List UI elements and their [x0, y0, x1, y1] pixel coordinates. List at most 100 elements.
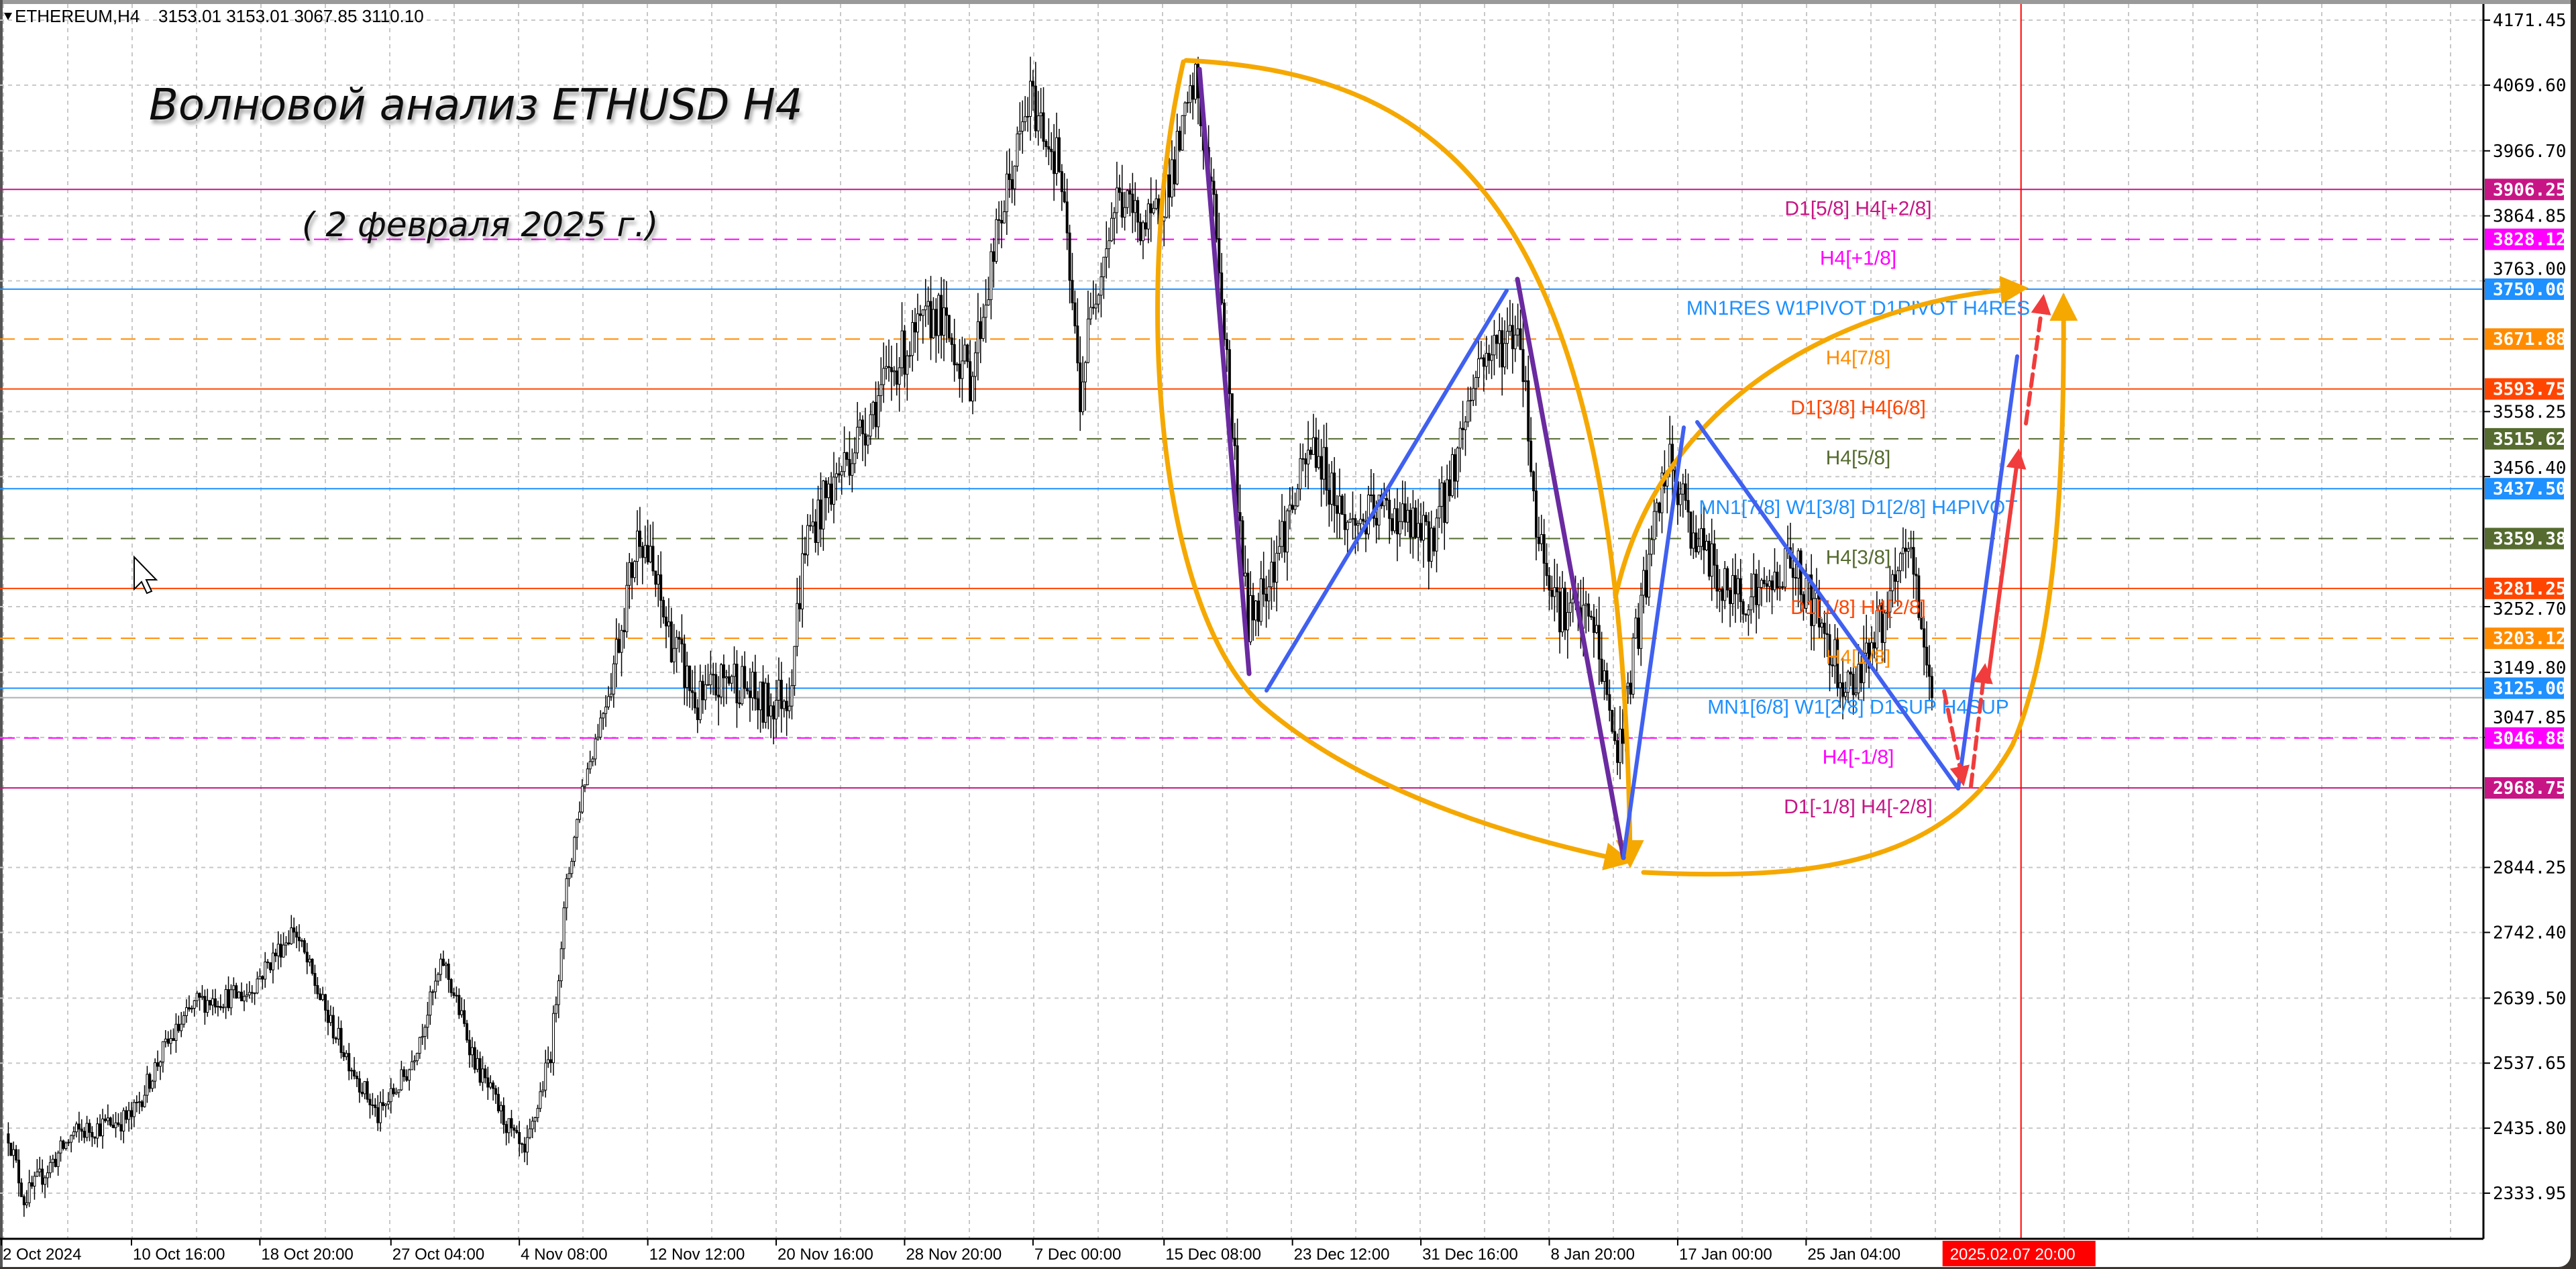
candle — [292, 917, 296, 944]
candle-body — [900, 330, 904, 368]
candle-body — [1828, 634, 1831, 666]
candle — [1398, 502, 1401, 547]
price-tick-label: 3558.25 — [2493, 402, 2567, 422]
candle-body — [1490, 354, 1493, 361]
candle-body — [1479, 357, 1483, 360]
candle — [1466, 387, 1470, 427]
candle-body — [1891, 574, 1894, 591]
candle — [1181, 115, 1184, 151]
candle — [1228, 340, 1231, 418]
candle-body — [1068, 232, 1071, 281]
candle-body — [1513, 334, 1517, 350]
candle — [664, 606, 667, 648]
candle — [885, 346, 888, 380]
candle — [576, 818, 579, 850]
price-tick-label: 3864.85 — [2493, 207, 2567, 227]
candle-body — [1684, 483, 1687, 501]
candle — [1084, 360, 1087, 411]
candle-body — [953, 344, 956, 366]
triangle-down-icon[interactable] — [4, 13, 12, 20]
candle-body — [1865, 642, 1868, 654]
candle — [140, 1099, 144, 1111]
candle — [484, 1064, 487, 1084]
candle-body — [447, 963, 450, 980]
candle — [17, 1149, 21, 1197]
candle-body — [551, 1013, 555, 1064]
candle-body — [353, 1070, 356, 1077]
price-tick-label: 3966.70 — [2493, 142, 2567, 162]
candle-body — [1556, 587, 1559, 593]
candle — [1590, 610, 1593, 621]
candle-body — [347, 1053, 351, 1072]
candle — [119, 1112, 123, 1141]
candle-body — [366, 1081, 369, 1100]
candle-body — [298, 937, 301, 942]
candle-body — [308, 958, 311, 963]
candle — [1126, 189, 1129, 214]
candle — [1252, 582, 1255, 641]
candle — [1256, 593, 1260, 637]
candle — [686, 652, 689, 707]
candle-body — [185, 1007, 189, 1016]
candle — [989, 243, 993, 319]
candle — [1134, 182, 1137, 232]
candle-body — [1401, 503, 1404, 522]
candle-body — [1005, 173, 1008, 213]
candle — [54, 1152, 57, 1168]
candle — [717, 676, 720, 725]
candle-body — [984, 305, 987, 318]
candle-body — [973, 352, 977, 377]
candle — [523, 1137, 526, 1162]
candle-body — [782, 701, 786, 709]
candle — [1613, 707, 1617, 745]
candle — [1611, 709, 1614, 734]
candle-body — [1524, 380, 1527, 383]
candle — [1647, 528, 1650, 607]
candle — [1448, 460, 1452, 502]
candle — [1168, 158, 1171, 219]
candle — [562, 901, 566, 960]
candle-body — [1016, 134, 1019, 167]
candle — [400, 1060, 403, 1091]
candle-body — [767, 682, 770, 717]
candle — [1684, 468, 1687, 510]
candle — [1152, 201, 1155, 215]
candle-body — [586, 768, 589, 785]
price-axis[interactable] — [2483, 4, 2571, 1239]
candle — [1141, 220, 1144, 260]
candle — [1755, 569, 1758, 633]
candle-body — [444, 963, 447, 966]
candle — [1849, 667, 1852, 687]
price-tick-label: 3252.70 — [2493, 599, 2567, 619]
candle-body — [1438, 506, 1441, 519]
candle-body — [657, 574, 660, 585]
candle — [1686, 473, 1690, 533]
candle-body — [1018, 130, 1022, 135]
candle — [206, 988, 209, 1017]
candle — [382, 1088, 385, 1111]
candle — [1348, 513, 1352, 523]
candle-body — [1660, 472, 1664, 513]
candle-body — [1678, 493, 1682, 505]
candle — [837, 457, 841, 483]
time-axis[interactable]: 2 Oct 2024 10 Oct 16:00 18 Oct 20:00 27 Oct… — [1, 1239, 1900, 1264]
level-label: D1[5/8] H4[+2/8] — [1784, 197, 1931, 219]
candle-body — [111, 1125, 115, 1128]
candle — [1115, 162, 1118, 234]
candle-body — [1443, 483, 1446, 523]
candle-body — [1618, 728, 1621, 763]
candle — [62, 1139, 65, 1151]
candle-body — [400, 1069, 403, 1090]
candle-body — [9, 1142, 13, 1156]
candle-body — [72, 1131, 76, 1136]
candle-body — [1558, 591, 1562, 633]
candle — [1155, 179, 1158, 211]
candle-body — [643, 545, 647, 558]
candle-body — [1493, 335, 1496, 356]
candle-body — [44, 1177, 47, 1185]
candle — [1225, 332, 1228, 372]
candle-body — [1063, 191, 1066, 203]
candle-body — [549, 1059, 553, 1064]
candle — [1223, 299, 1226, 347]
